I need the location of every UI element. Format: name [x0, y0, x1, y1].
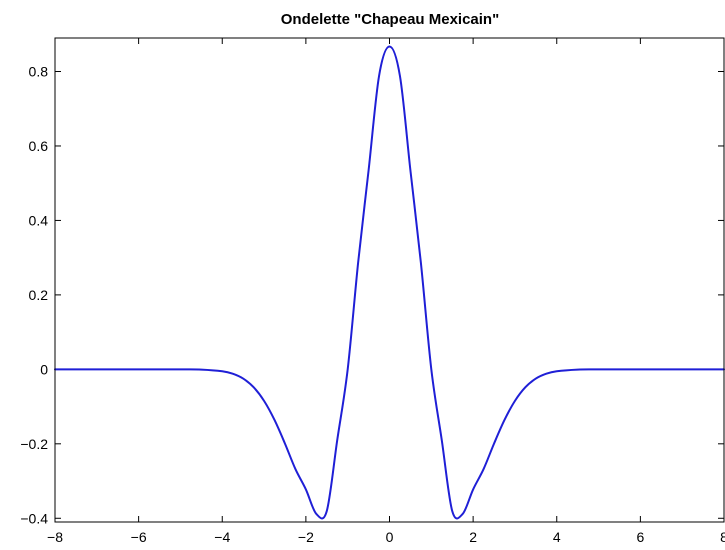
y-tick-label: 0.4 — [29, 212, 49, 228]
x-tick-label: 2 — [469, 529, 477, 545]
x-tick-label: 4 — [553, 529, 561, 545]
chart-title: Ondelette "Chapeau Mexicain" — [281, 11, 499, 28]
x-tick-label: −6 — [131, 529, 147, 545]
plot-frame — [54, 37, 725, 523]
tick-labels: −8 −6 −4 −2 0 2 4 6 8 −0.4 −0.2 0 0.2 0.4 0.6 0.8 — [20, 64, 725, 545]
x-tick-label: −4 — [214, 529, 230, 545]
x-tick-label: 6 — [636, 529, 644, 545]
x-tick-label: −8 — [47, 529, 63, 545]
y-tick-label: 0.2 — [29, 287, 49, 303]
x-tick-label: 0 — [386, 529, 394, 545]
x-tick-label: 8 — [720, 529, 725, 545]
series-line-mexican-hat — [54, 45, 725, 520]
y-tick-label: 0 — [40, 361, 48, 377]
y-tick-label: −0.4 — [20, 510, 48, 526]
y-tick-label: 0.8 — [29, 64, 49, 80]
y-tick-label: 0.6 — [29, 138, 49, 154]
plot-area — [55, 38, 724, 522]
x-tick-label: −2 — [298, 529, 314, 545]
y-tick-label: −0.2 — [20, 436, 48, 452]
